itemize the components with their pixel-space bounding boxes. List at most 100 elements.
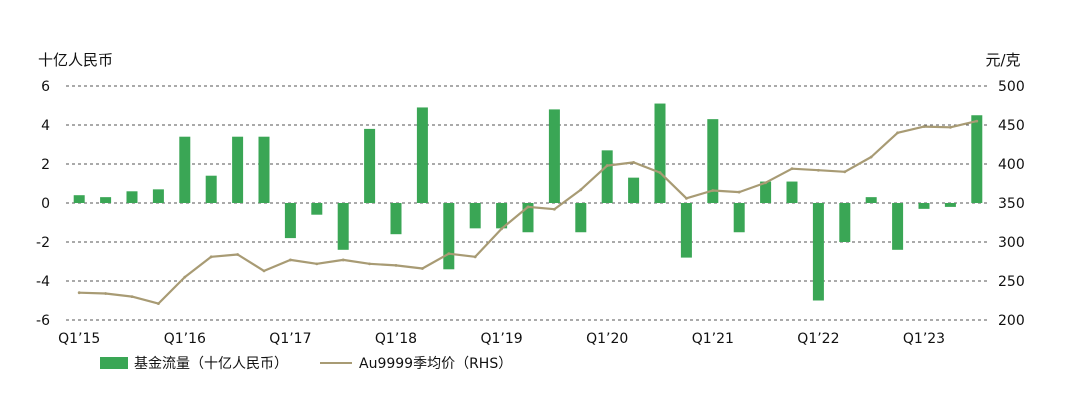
fund-flow-bar	[311, 203, 323, 215]
gold-price-point	[843, 170, 847, 174]
gold-price-point	[447, 252, 451, 256]
fund-flow-bar	[73, 195, 85, 203]
right-tick-label: 450	[998, 118, 1025, 134]
gold-price-point	[737, 190, 741, 194]
right-tick-label: 400	[998, 157, 1025, 173]
left-tick-label: -4	[36, 274, 50, 290]
left-axis-ticks: 6 4 2 0 -2 -4 -6	[36, 79, 50, 329]
left-axis-unit: 十亿人民币	[38, 51, 113, 69]
fund-flow-bar	[416, 107, 428, 203]
fund-flow-bar	[100, 197, 112, 203]
gold-price-point	[236, 253, 240, 256]
fund-flow-bar	[443, 203, 455, 270]
fund-flow-bar	[232, 136, 244, 203]
gold-price-point	[711, 189, 715, 192]
fund-flow-bar	[390, 203, 402, 235]
gold-price-point	[500, 227, 503, 231]
fund-flow-bar	[707, 119, 719, 203]
gold-price-point	[632, 161, 635, 164]
fund-flow-bar	[892, 203, 904, 250]
gold-price-line-group	[77, 119, 979, 306]
fund-flow-bar	[918, 203, 930, 209]
gold-price-point	[605, 164, 609, 167]
legend: 基金流量（十亿人民币） Au9999季均价（RHS）	[100, 355, 512, 372]
x-tick-label: Q1’23	[903, 331, 945, 347]
gold-price-point	[579, 188, 583, 192]
gold-price-point	[473, 255, 477, 259]
fund-flow-bar	[601, 150, 613, 203]
gold-price-point	[764, 181, 767, 185]
gold-price-point	[975, 119, 979, 123]
gold-price-point	[896, 131, 899, 135]
fund-flow-bar	[152, 189, 164, 203]
gold-price-point	[790, 167, 794, 171]
right-axis-ticks: 500 450 400 350 300 250 200	[998, 79, 1025, 329]
left-tick-label: 6	[41, 79, 50, 95]
gold-price-point	[209, 255, 213, 259]
gold-price-point	[869, 155, 873, 159]
x-tick-label: Q1’20	[586, 331, 628, 347]
gold-price-point	[77, 291, 81, 295]
left-tick-label: 0	[41, 196, 50, 212]
gold-price-point	[104, 292, 107, 295]
left-tick-label: 2	[41, 157, 50, 173]
fund-flow-bar	[865, 197, 877, 203]
fund-flow-bar	[179, 136, 191, 203]
fund-flow-bar	[812, 203, 824, 301]
fund-flow-bar	[944, 203, 956, 207]
fund-flow-bar	[284, 203, 296, 239]
right-tick-label: 200	[998, 313, 1025, 329]
gold-price-point	[658, 171, 662, 174]
gold-price-point	[157, 302, 160, 306]
fund-flow-bar	[522, 203, 534, 233]
legend-line-label: Au9999季均价（RHS）	[359, 356, 512, 372]
gold-price-point	[130, 295, 134, 298]
right-axis-unit: 元/克	[985, 51, 1020, 69]
right-tick-label: 300	[998, 235, 1025, 251]
gold-price-point	[315, 262, 319, 266]
x-axis-ticks: Q1’15 Q1’16 Q1’17 Q1’18 Q1’19 Q1’20 Q1’21 Q1’22…	[58, 331, 945, 347]
x-tick-label: Q1’22	[797, 331, 839, 347]
fund-flow-bar	[786, 181, 798, 203]
left-tick-label: -2	[36, 235, 50, 251]
gold-price-point	[817, 168, 820, 172]
gold-price-point	[262, 269, 266, 273]
fund-flow-bar	[469, 203, 481, 229]
gold-price-point	[341, 258, 345, 262]
right-tick-label: 350	[998, 196, 1025, 212]
gold-price-point	[922, 125, 926, 128]
gold-price-point	[368, 262, 371, 266]
gold-price-point	[183, 275, 187, 279]
gold-price-point	[526, 205, 530, 209]
fund-flow-bar	[126, 191, 138, 203]
x-tick-label: Q1’18	[375, 331, 417, 347]
legend-bar-label: 基金流量（十亿人民币）	[134, 355, 288, 372]
right-tick-label: 500	[998, 79, 1025, 95]
fund-flow-bar	[364, 128, 376, 203]
x-tick-label: Q1’19	[480, 331, 522, 347]
legend-bar-swatch	[100, 357, 128, 369]
left-tick-label: 4	[41, 118, 50, 134]
fund-flow-bar	[548, 109, 560, 203]
fund-flow-bar	[258, 136, 270, 203]
gold-price-point	[289, 258, 292, 262]
gold-price-point	[685, 196, 688, 200]
x-tick-label: Q1’16	[164, 331, 206, 347]
left-tick-label: -6	[36, 313, 50, 329]
fund-flow-bar	[733, 203, 745, 233]
fund-flow-bars	[73, 103, 983, 301]
fund-flow-bar	[971, 115, 983, 203]
fund-flow-bar	[205, 175, 217, 203]
fund-flow-bar	[337, 203, 349, 250]
fund-flow-bar	[654, 103, 666, 203]
x-tick-label: Q1’15	[58, 331, 100, 347]
gold-price-point	[949, 125, 952, 129]
fund-flow-bar	[839, 203, 851, 242]
fund-flow-bar	[680, 203, 692, 258]
right-tick-label: 250	[998, 274, 1025, 290]
gold-price-point	[394, 264, 398, 267]
fund-flow-bar	[760, 181, 772, 203]
fund-flow-bar	[496, 203, 508, 229]
